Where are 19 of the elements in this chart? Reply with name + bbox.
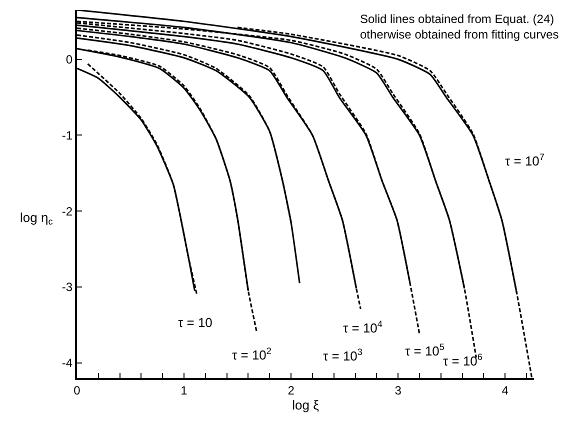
x-tick-label: 3 xyxy=(394,383,402,398)
x-tick-label: 1 xyxy=(180,383,188,398)
annotation: τ = 10$^{2}$ xyxy=(232,346,272,362)
y-tick-label: -3 xyxy=(62,280,73,294)
y-tick-label: 0 xyxy=(66,52,73,67)
annotation: τ = 10$^{6}$ xyxy=(443,352,482,368)
annotation: τ = 10$^{3}$ xyxy=(323,347,362,364)
annotation: τ = 10$^{7}$ xyxy=(505,152,544,168)
x-tick-label: 4 xyxy=(502,383,509,398)
annotation: τ = 10$^{4}$ xyxy=(343,319,382,336)
annotation: τ = 10 xyxy=(178,315,212,330)
x-tick-label: 2 xyxy=(288,383,295,398)
annotation: Solid lines obtained from Equat. (24) otherwise obtained from fitting curves xyxy=(360,12,559,42)
y-tick-label: -1 xyxy=(62,128,73,142)
y-tick-label: -2 xyxy=(62,204,73,218)
annotation: τ = 10$^{5}$ xyxy=(405,342,444,358)
y-tick-label: -4 xyxy=(62,356,73,370)
y-axis-title: log η$_{c}$ xyxy=(20,210,54,227)
x-axis-title: log ξ xyxy=(292,398,320,412)
